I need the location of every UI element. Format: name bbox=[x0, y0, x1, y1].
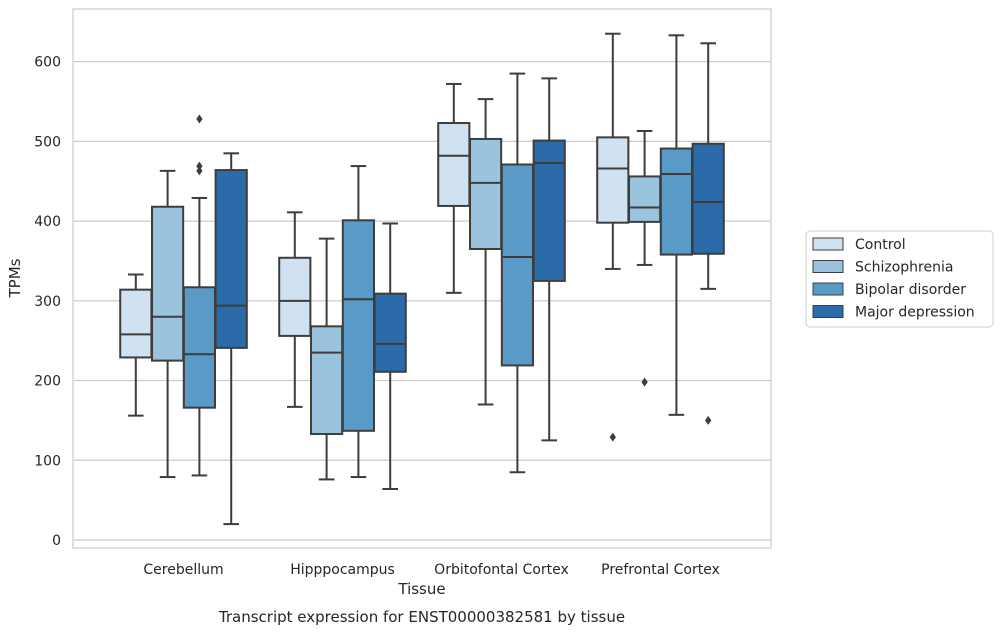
box-1-1 bbox=[310, 237, 344, 481]
iqr-box bbox=[341, 219, 375, 432]
y-tick-label: 400 bbox=[34, 214, 61, 230]
y-tick-label: 200 bbox=[34, 374, 61, 390]
outlier-point bbox=[641, 377, 648, 387]
box-0-3 bbox=[214, 152, 248, 526]
box-2-2 bbox=[500, 72, 534, 474]
y-tick-label: 500 bbox=[34, 134, 61, 150]
outlier-point bbox=[609, 432, 616, 442]
iqr-box bbox=[596, 136, 630, 224]
box-0-2 bbox=[182, 114, 216, 477]
legend-swatch bbox=[812, 237, 844, 251]
iqr-box bbox=[310, 325, 344, 435]
iqr-box bbox=[182, 286, 216, 409]
iqr-box bbox=[373, 292, 407, 373]
iqr-box bbox=[628, 175, 662, 223]
legend-frame bbox=[805, 230, 994, 328]
iqr-box bbox=[151, 205, 185, 362]
box-3-1 bbox=[628, 129, 662, 387]
box-2-3 bbox=[532, 77, 566, 442]
plot-frame bbox=[72, 8, 772, 549]
iqr-box bbox=[119, 288, 153, 359]
y-tick-label: 600 bbox=[34, 55, 61, 71]
box-1-2 bbox=[341, 165, 375, 479]
box-1-0 bbox=[278, 211, 312, 408]
iqr-box bbox=[659, 147, 693, 256]
legend-label: Schizophrenia bbox=[855, 260, 953, 276]
x-tick-label: Cerebellum bbox=[143, 562, 223, 578]
iqr-box bbox=[437, 122, 471, 207]
box-1-3 bbox=[373, 222, 407, 490]
legend-label: Control bbox=[855, 237, 906, 253]
y-tick-label: 0 bbox=[52, 533, 61, 549]
x-axis-title: Tissue bbox=[397, 580, 445, 598]
box-2-1 bbox=[469, 98, 503, 406]
box-3-0 bbox=[596, 32, 630, 442]
chart-caption: Transcript expression for ENST0000038258… bbox=[218, 608, 625, 626]
legend-swatch bbox=[812, 260, 844, 273]
x-tick-label: Prefrontal Cortex bbox=[601, 562, 720, 578]
box-2-0 bbox=[437, 82, 471, 294]
x-tick-label: Orbitofontal Cortex bbox=[434, 562, 569, 578]
x-ticks: Cerebellum Hipppocampus Orbitofontal Corte… bbox=[143, 562, 719, 578]
legend-label: Major depression bbox=[855, 305, 975, 321]
iqr-box bbox=[469, 137, 503, 250]
iqr-box bbox=[532, 139, 566, 282]
box-0-1 bbox=[151, 169, 185, 479]
box-3-2 bbox=[659, 34, 693, 416]
box-0-0 bbox=[119, 273, 153, 417]
legend: Control Schizophrenia Bipolar disorder Majo… bbox=[805, 230, 994, 328]
outlier-point bbox=[705, 415, 712, 425]
box-3-3 bbox=[691, 42, 725, 425]
y-ticks: 0 100 200 300 400 500 600 bbox=[34, 55, 61, 549]
iqr-box bbox=[691, 142, 725, 255]
box-layer bbox=[119, 32, 725, 526]
outlier-point bbox=[196, 114, 203, 124]
iqr-box bbox=[214, 169, 248, 349]
iqr-box bbox=[500, 163, 534, 367]
legend-label: Bipolar disorder bbox=[855, 282, 966, 298]
outlier-point bbox=[196, 161, 203, 171]
y-tick-label: 100 bbox=[34, 453, 61, 469]
iqr-box bbox=[278, 256, 312, 337]
legend-items: Control Schizophrenia Bipolar disorder Majo… bbox=[812, 237, 975, 321]
x-tick-label: Hipppocampus bbox=[290, 562, 395, 578]
y-tick-label: 300 bbox=[34, 294, 61, 310]
legend-swatch bbox=[812, 305, 844, 318]
y-axis-title: TPMs bbox=[6, 258, 24, 298]
legend-swatch bbox=[812, 282, 844, 296]
outlier-point bbox=[196, 166, 203, 176]
